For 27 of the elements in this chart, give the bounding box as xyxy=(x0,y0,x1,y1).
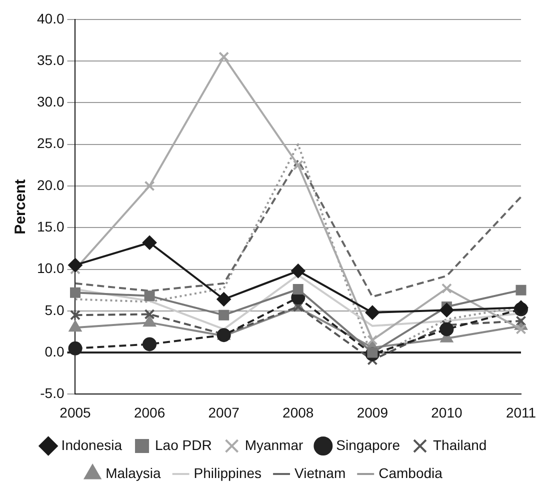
x-tick-label: 2007 xyxy=(208,404,240,420)
legend-label: Singapore xyxy=(336,436,400,453)
y-tick-label: 40.0 xyxy=(37,10,64,26)
y-tick-label: -5.0 xyxy=(40,385,64,402)
legend-label: Indonesia xyxy=(61,436,122,453)
y-tick-label: 35.0 xyxy=(37,52,64,68)
y-tick-label: 0.0 xyxy=(44,343,64,360)
y-tick-label: 30.0 xyxy=(37,94,64,110)
x-tick-label: 2009 xyxy=(356,404,388,420)
x-tick-label: 2006 xyxy=(134,404,166,420)
legend-label: Malaysia xyxy=(106,464,162,481)
legend-label: Lao PDR xyxy=(155,436,212,453)
y-axis-title: Percent xyxy=(12,179,30,234)
x-tick-label: 2005 xyxy=(60,404,92,420)
legend-label: Thailand xyxy=(432,436,487,453)
legend-label: Philippines xyxy=(194,464,262,481)
y-tick-label: 10.0 xyxy=(37,260,64,276)
y-tick-label: 25.0 xyxy=(37,135,64,152)
x-tick-label: 2008 xyxy=(282,404,314,420)
x-tick-label: 2010 xyxy=(431,404,462,420)
legend-label: Vietnam xyxy=(294,464,346,481)
x-tick-label: 2011 xyxy=(506,404,536,420)
y-tick-label: 15.0 xyxy=(37,218,64,234)
y-tick-label: 5.0 xyxy=(44,302,64,318)
legend-label: Myanmar xyxy=(244,436,304,453)
y-tick-label: 20.0 xyxy=(37,176,64,193)
legend-label: Cambodia xyxy=(378,464,443,481)
